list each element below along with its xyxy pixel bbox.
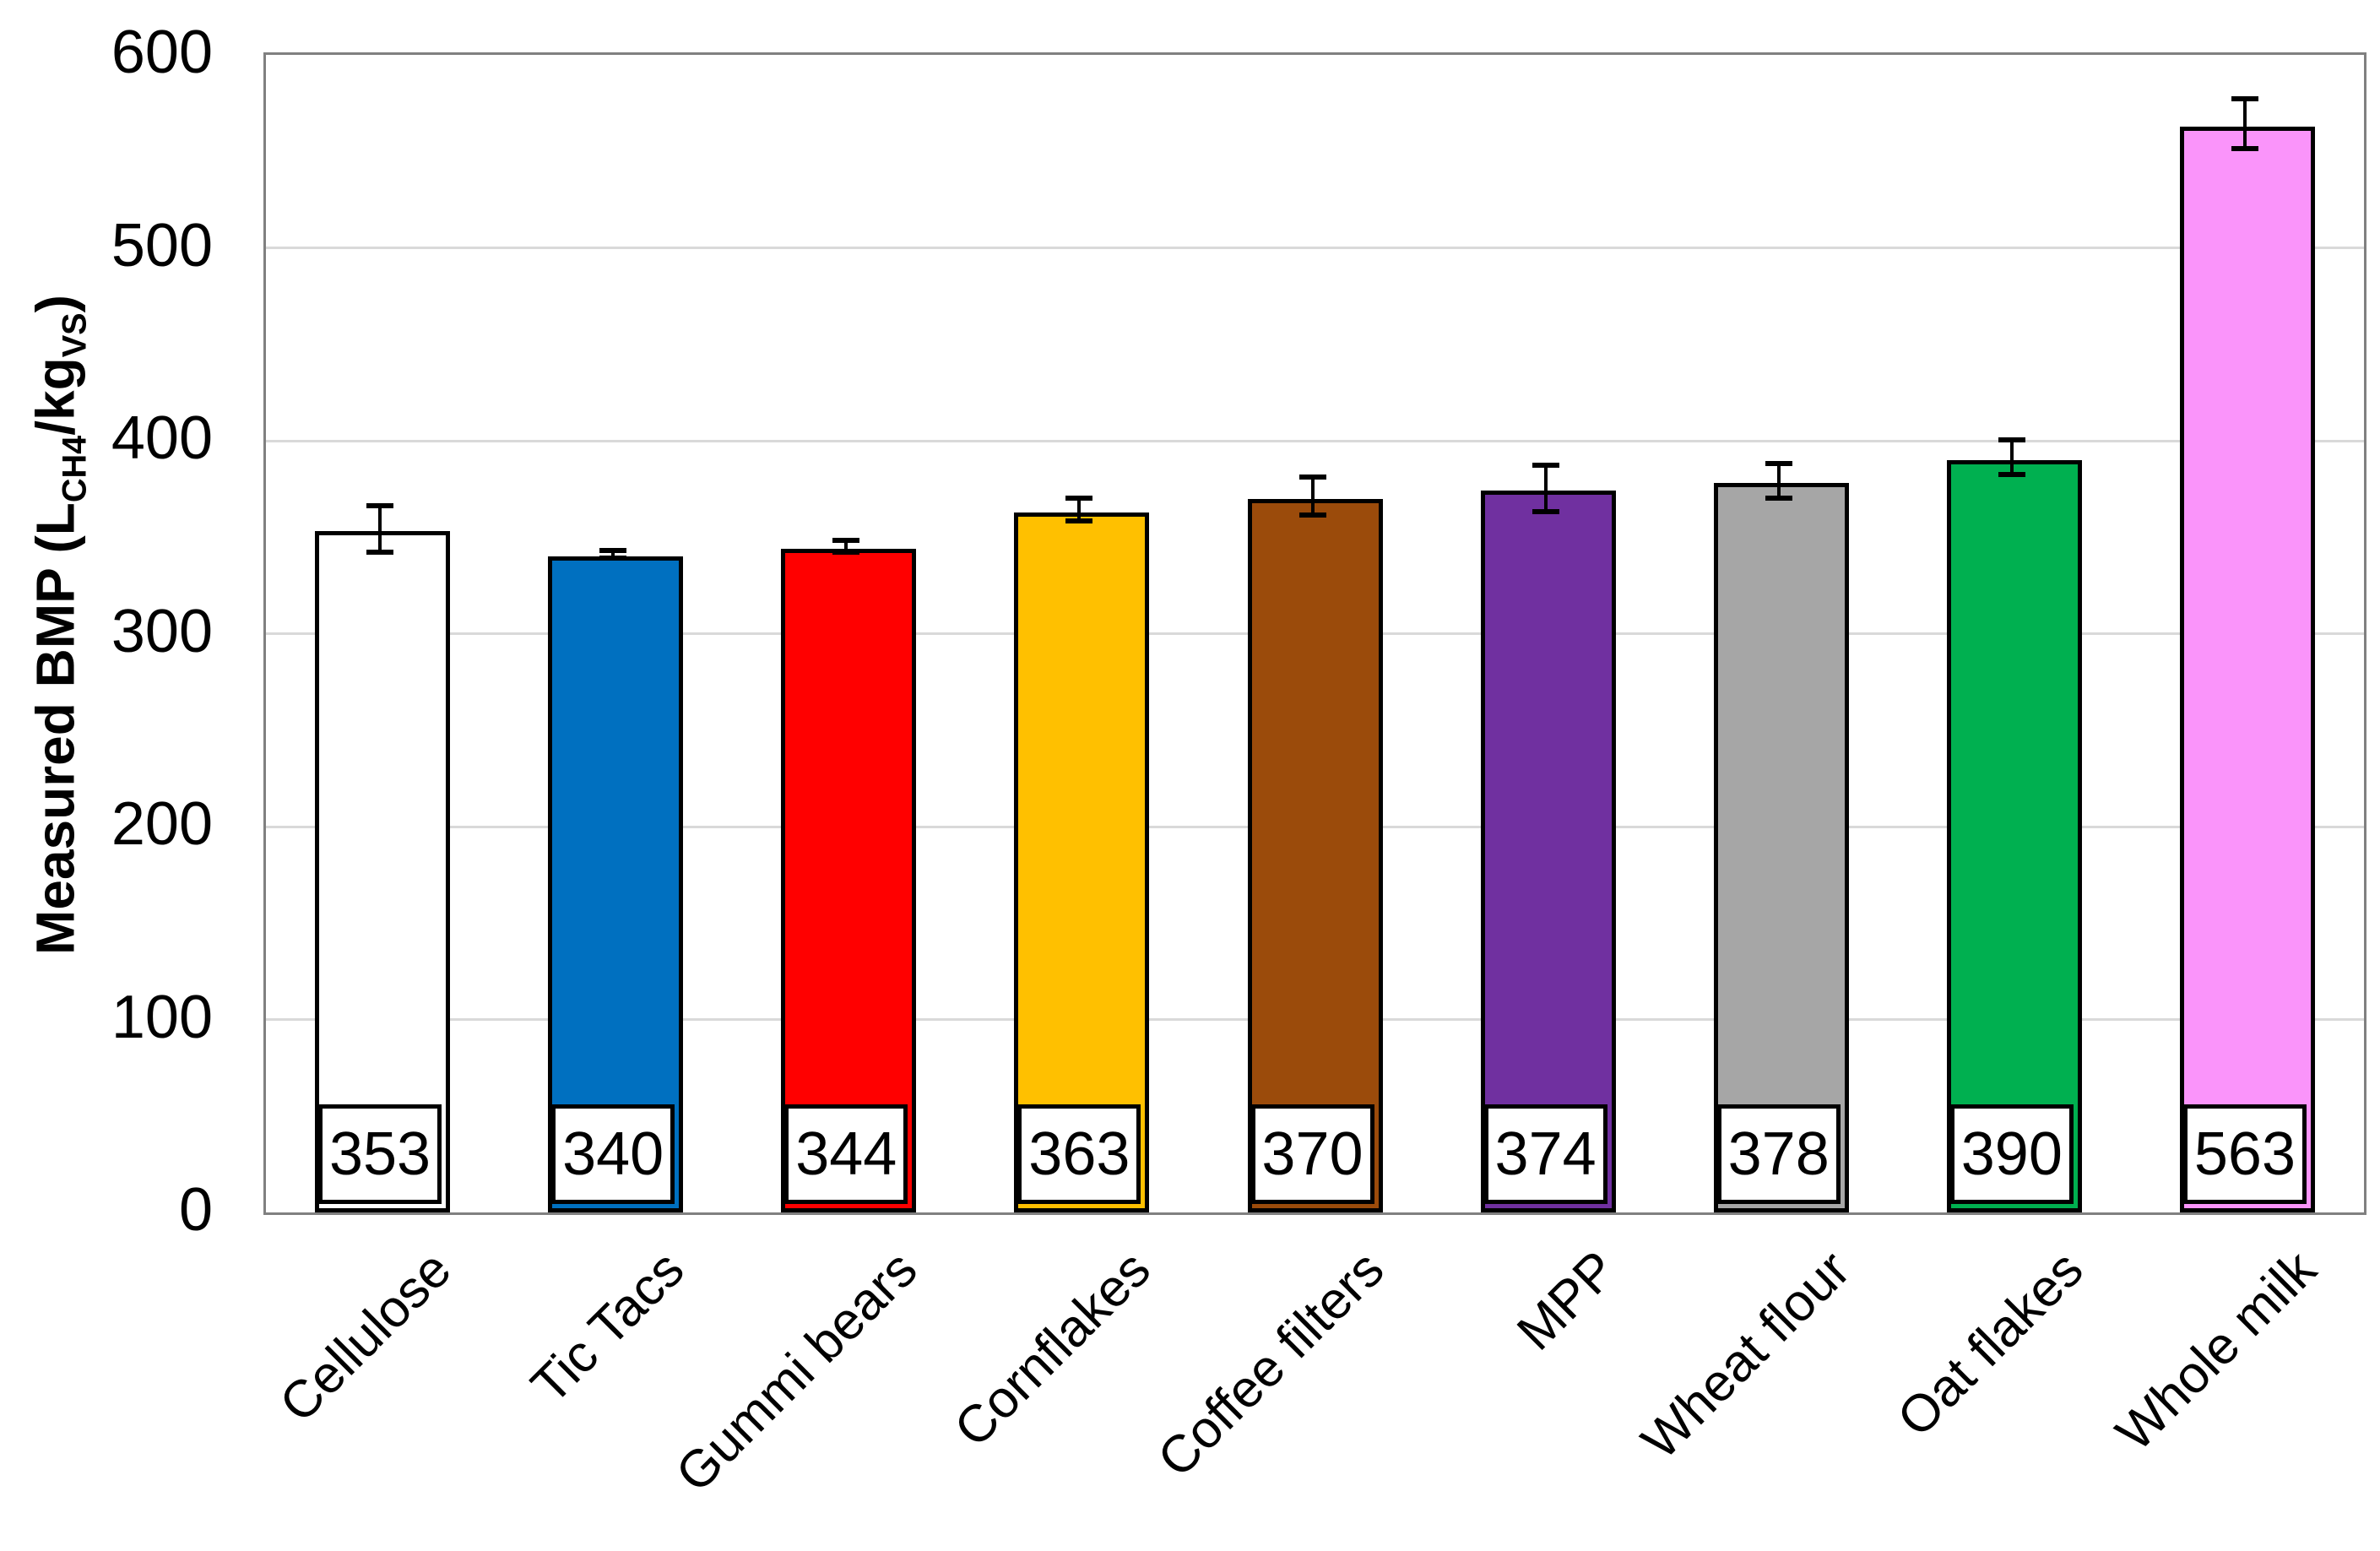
error-bar-cap bbox=[366, 549, 394, 555]
bar-wheat-flour bbox=[1713, 483, 1849, 1212]
value-label-cornflakes: 363 bbox=[1017, 1104, 1141, 1204]
value-label-oat-flakes: 390 bbox=[1949, 1104, 2074, 1204]
error-bar-cap bbox=[1532, 462, 1559, 468]
y-axis-title-subscript: VS bbox=[56, 312, 94, 358]
x-label-wheat-flour: Wheat flour bbox=[1630, 1239, 1862, 1471]
error-bar-cap bbox=[1532, 508, 1559, 514]
bar-cellulose bbox=[315, 531, 451, 1212]
x-label-gummi-bears: Gummi bears bbox=[664, 1239, 929, 1504]
y-tick-200: 200 bbox=[111, 790, 213, 858]
value-label-gummi-bears: 344 bbox=[784, 1104, 908, 1204]
x-label-cornflakes: Cornflakes bbox=[943, 1239, 1162, 1459]
gridline-500 bbox=[266, 247, 2364, 249]
bar-mpp bbox=[1480, 491, 1616, 1212]
error-bar-cap bbox=[366, 502, 394, 508]
error-bar-cap bbox=[1065, 518, 1093, 524]
error-bar-cornflakes bbox=[1077, 497, 1082, 522]
error-bar-cap bbox=[599, 555, 627, 561]
bar-cornflakes bbox=[1014, 512, 1150, 1212]
y-axis-title-text: Measured BMP (L bbox=[24, 502, 86, 955]
y-tick-400: 400 bbox=[111, 404, 213, 472]
error-bar-cap bbox=[1765, 460, 1792, 466]
error-bar-gummi-bears bbox=[844, 540, 848, 552]
error-bar-cellulose bbox=[378, 505, 382, 552]
bar-whole-milk bbox=[2179, 126, 2315, 1212]
error-bar-cap bbox=[1065, 495, 1093, 501]
y-tick-300: 300 bbox=[111, 597, 213, 665]
error-bar-cap bbox=[832, 549, 860, 555]
error-bar-cap bbox=[2231, 146, 2258, 152]
bar-oat-flakes bbox=[1946, 459, 2082, 1212]
x-label-mpp: MPP bbox=[1506, 1239, 1629, 1362]
y-tick-500: 500 bbox=[111, 211, 213, 279]
error-bar-cap bbox=[832, 538, 860, 544]
error-bar-cap bbox=[1998, 472, 2025, 478]
value-label-coffee-filters: 370 bbox=[1250, 1104, 1374, 1204]
value-label-whole-milk: 563 bbox=[2182, 1104, 2307, 1204]
x-label-tic-tacs: Tic Tacs bbox=[520, 1239, 696, 1415]
y-tick-100: 100 bbox=[111, 983, 213, 1051]
error-bar-cap bbox=[1765, 495, 1792, 501]
error-bar-wheat-flour bbox=[1776, 463, 1781, 498]
x-label-whole-milk: Whole milk bbox=[2105, 1239, 2328, 1462]
x-label-cellulose: Cellulose bbox=[268, 1239, 463, 1434]
error-bar-cap bbox=[1298, 474, 1326, 480]
error-bar-cap bbox=[1998, 437, 2025, 443]
bar-tic-tacs bbox=[548, 556, 684, 1212]
error-bar-cap bbox=[599, 547, 627, 553]
value-label-mpp: 374 bbox=[1483, 1104, 1607, 1204]
y-tick-600: 600 bbox=[111, 19, 213, 86]
y-axis-title-text: ) bbox=[24, 295, 86, 313]
gridline-400 bbox=[266, 439, 2364, 442]
x-label-coffee-filters: Coffee filters bbox=[1146, 1239, 1395, 1489]
error-bar-whole-milk bbox=[2242, 98, 2247, 149]
y-tick-0: 0 bbox=[178, 1176, 213, 1244]
bar-coffee-filters bbox=[1247, 498, 1383, 1212]
error-bar-mpp bbox=[1543, 464, 1548, 512]
error-bar-cap bbox=[1298, 512, 1326, 518]
value-label-wheat-flour: 378 bbox=[1716, 1104, 1841, 1204]
value-label-tic-tacs: 340 bbox=[551, 1104, 675, 1204]
plot-area bbox=[263, 52, 2366, 1215]
error-bar-cap bbox=[2231, 95, 2258, 101]
error-bar-tic-tacs bbox=[611, 550, 615, 558]
error-bar-coffee-filters bbox=[1310, 476, 1315, 516]
value-label-cellulose: 353 bbox=[318, 1104, 442, 1204]
bar-gummi-bears bbox=[781, 548, 917, 1212]
error-bar-oat-flakes bbox=[2009, 440, 2014, 475]
x-label-oat-flakes: Oat flakes bbox=[1886, 1239, 2095, 1448]
